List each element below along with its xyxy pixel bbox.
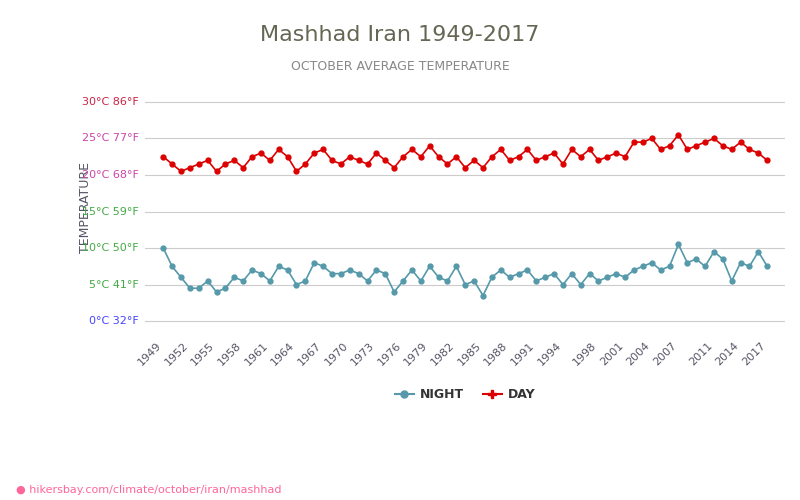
- Text: OCTOBER AVERAGE TEMPERATURE: OCTOBER AVERAGE TEMPERATURE: [290, 60, 510, 73]
- Legend: NIGHT, DAY: NIGHT, DAY: [390, 383, 541, 406]
- Text: ● hikersbay.com/climate/october/iran/mashhad: ● hikersbay.com/climate/october/iran/mas…: [16, 485, 282, 495]
- Text: 30°C 86°F: 30°C 86°F: [82, 97, 139, 107]
- Y-axis label: TEMPERATURE: TEMPERATURE: [79, 162, 92, 254]
- Text: 25°C 77°F: 25°C 77°F: [82, 134, 139, 143]
- Text: 5°C 41°F: 5°C 41°F: [90, 280, 139, 289]
- Text: Mashhad Iran 1949-2017: Mashhad Iran 1949-2017: [260, 25, 540, 45]
- Text: 15°C 59°F: 15°C 59°F: [82, 206, 139, 216]
- Text: 0°C 32°F: 0°C 32°F: [90, 316, 139, 326]
- Text: 20°C 68°F: 20°C 68°F: [82, 170, 139, 180]
- Text: 10°C 50°F: 10°C 50°F: [82, 243, 139, 253]
